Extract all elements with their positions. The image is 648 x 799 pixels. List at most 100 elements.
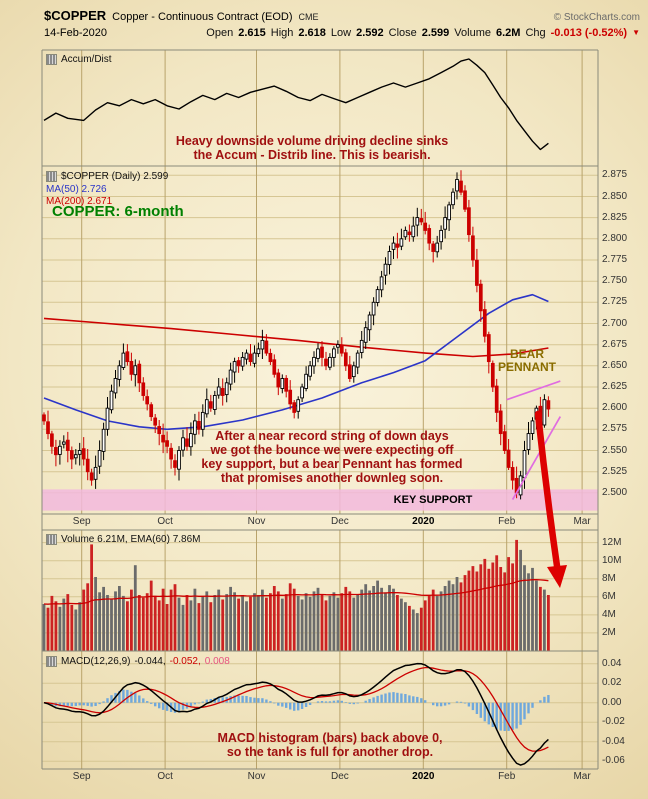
key-support-label: KEY SUPPORT: [393, 494, 473, 506]
open-value: 2.615: [238, 27, 266, 39]
price-axis-tick: 2.500: [602, 486, 628, 498]
x-axis-month-label: 2020: [412, 771, 435, 782]
high-value: 2.618: [298, 27, 326, 39]
price-axis-tick: 2.750: [602, 275, 628, 287]
change-down-triangle-icon: ▼: [632, 28, 640, 37]
chart-type-icon: [46, 171, 57, 182]
price-axis-tick: 2.875: [602, 169, 628, 181]
pennant-upper-line: [506, 380, 561, 401]
low-label: Low: [330, 27, 352, 39]
close-value: 2.599: [421, 27, 450, 39]
x-axis-month-label: Mar: [573, 516, 591, 527]
stockcharts-credit: © StockCharts.com: [553, 12, 640, 23]
ticker-symbol: $COPPER: [44, 8, 107, 23]
macd-histogram: [46, 689, 550, 731]
volume-label: Volume: [454, 27, 491, 39]
high-label: High: [270, 27, 294, 39]
ticker-description: Copper - Continuous Contract (EOD): [112, 11, 293, 23]
price-axis-tick: 2.775: [602, 254, 628, 265]
x-axis-month-label: Feb: [498, 516, 516, 527]
macd-annotation: MACD histogram (bars) back above 0, so t…: [217, 731, 443, 759]
price-axis-tick: 2.625: [602, 381, 628, 392]
chg-label: Chg: [525, 27, 546, 39]
x-axis-month-label: Dec: [330, 771, 349, 782]
x-axis-month-label: Sep: [72, 516, 91, 527]
frame-layer: [41, 49, 599, 770]
exchange-code: CME: [298, 12, 319, 22]
macd-axis-tick: -0.04: [602, 735, 625, 747]
macd-axis-tick: 0.02: [602, 677, 622, 689]
ma50-legend-label: MA(50) 2.726: [46, 184, 107, 195]
price-axis-tick: 2.675: [602, 338, 628, 350]
chart-type-icon: [46, 656, 57, 667]
volume-axis-tick: 6M: [602, 590, 616, 602]
chg-value: -0.013 (-0.52%): [550, 27, 628, 39]
accumdist-annotation: Heavy downside volume driving decline si…: [175, 134, 449, 162]
ohlc-quote: Open 2.615 High 2.618 Low 2.592 Close 2.…: [206, 27, 640, 39]
ma200-legend-label: MA(200) 2.671: [46, 196, 113, 207]
price-legend-main-label: $COPPER (Daily) 2.599: [61, 171, 169, 182]
chart-title-annotation: COPPER: 6-month: [52, 203, 184, 220]
chart-date: 14-Feb-2020: [44, 27, 107, 39]
price-axis-tick: 2.800: [602, 232, 628, 244]
accumdist-line: [43, 58, 549, 151]
price-axis-tick: 2.700: [602, 317, 628, 329]
volume-legend-label: Volume 6.21M, EMA(60) 7.86M: [61, 534, 201, 545]
macd-axis-tick: 0.04: [602, 657, 622, 669]
price-legend-main: $COPPER (Daily) 2.599: [46, 171, 168, 182]
chart-header-row1: $COPPER Copper - Continuous Contract (EO…: [44, 8, 640, 23]
price-axis-tick: 2.650: [602, 359, 628, 371]
macd-legend: MACD(12,26,9) -0.044, -0.052, 0.008: [46, 656, 230, 667]
key-support-band: [42, 489, 598, 511]
macd-legend-signal-value: -0.052,: [169, 656, 201, 667]
volume-axis-tick: 10M: [602, 554, 622, 566]
volume-axis-tick: 8M: [602, 572, 616, 584]
volume-bars: [42, 539, 550, 651]
volume-value: 6.2M: [495, 27, 521, 39]
chart-type-icon: [46, 534, 57, 545]
macd-axis-tick: -0.06: [602, 755, 625, 767]
price-axis-tick: 2.850: [602, 190, 628, 202]
x-axis-month-label: Mar: [573, 771, 591, 782]
price-axis-tick: 2.550: [602, 444, 628, 456]
pennant-lower-line: [511, 416, 562, 501]
chart-header-row2: 14-Feb-2020 Open 2.615 High 2.618 Low 2.…: [44, 27, 640, 39]
low-value: 2.592: [356, 27, 384, 39]
price-legend-ma50: MA(50) 2.726: [46, 184, 107, 195]
accumdist-legend-label: Accum/Dist: [61, 54, 112, 65]
macd-axis-tick: 0.00: [602, 696, 622, 708]
candlestick-layer: [42, 170, 551, 500]
price-axis-tick: 2.725: [602, 296, 628, 308]
x-axis-month-label: Oct: [157, 516, 173, 527]
price-legend-ma200: MA(200) 2.671: [46, 196, 112, 207]
close-label: Close: [388, 27, 417, 39]
x-axis-month-label: Dec: [330, 516, 349, 527]
x-axis-month-label: Sep: [72, 771, 91, 782]
macd-line: [43, 662, 549, 766]
downtrend-arrow: [534, 410, 567, 588]
macd-legend-name: MACD(12,26,9): [61, 656, 131, 667]
x-axis-month-label: Feb: [498, 771, 516, 782]
macd-axis-tick: -0.02: [602, 716, 625, 728]
macd-legend-macd-value: -0.044,: [134, 656, 166, 667]
x-axis-month-label: Nov: [247, 516, 266, 527]
price-axis-tick: 2.825: [602, 211, 628, 223]
x-axis-month-label: Oct: [157, 771, 173, 782]
ma200-line: [43, 317, 549, 358]
ma50-line: [43, 293, 549, 431]
x-axis-month-label: 2020: [412, 516, 435, 527]
price-axis-tick: 2.575: [602, 423, 628, 435]
volume-axis-tick: 12M: [602, 536, 622, 548]
chart-type-icon: [46, 54, 57, 65]
price-axis-tick: 2.600: [602, 402, 628, 414]
volume-ema-line: [43, 579, 549, 605]
volume-axis-tick: 4M: [602, 608, 616, 620]
price-annotation: After a near record string of down days …: [201, 429, 463, 485]
bear-pennant-label: BEAR PENNANT: [497, 347, 556, 374]
volume-legend: Volume 6.21M, EMA(60) 7.86M: [46, 534, 201, 545]
volume-axis-tick: 2M: [602, 626, 616, 638]
price-axis-tick: 2.525: [602, 465, 628, 477]
accumdist-legend: Accum/Dist: [46, 54, 112, 65]
open-label: Open: [206, 27, 234, 39]
